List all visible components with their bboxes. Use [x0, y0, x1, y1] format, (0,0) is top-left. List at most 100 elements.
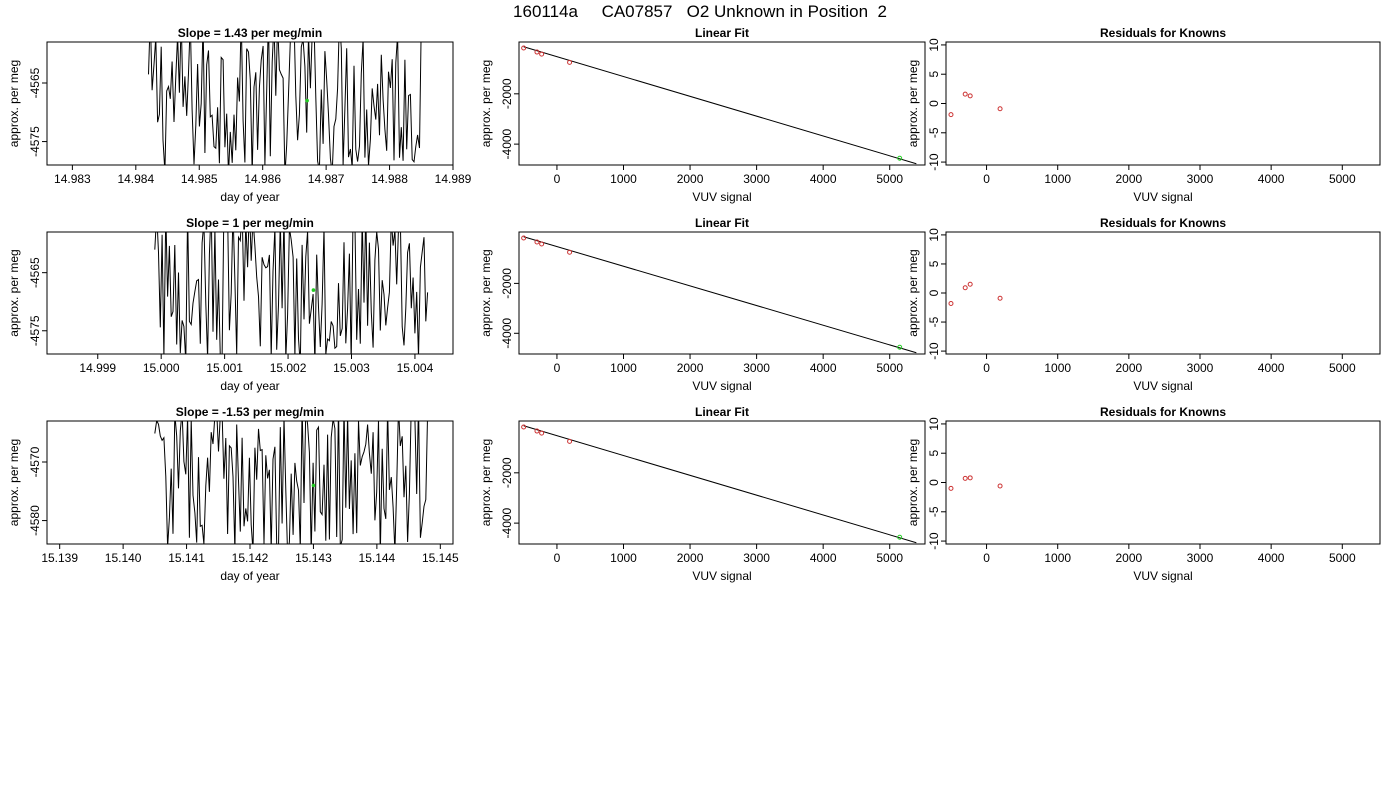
x-tick-label: 15.141	[168, 551, 205, 565]
x-axis-label: day of year	[220, 379, 279, 393]
x-tick-label: 15.003	[333, 361, 370, 375]
unknown-point	[311, 483, 316, 488]
known-point	[539, 241, 545, 247]
y-tick-label: -4565	[28, 257, 42, 288]
plot-area	[154, 232, 429, 354]
plot-area	[154, 421, 428, 544]
y-axis-label: approx. per meg	[906, 439, 920, 526]
x-tick-label: 4000	[1258, 361, 1285, 375]
plot-frame	[518, 420, 926, 545]
x-tick-label: 1000	[1044, 551, 1071, 565]
plot-frame	[945, 420, 1381, 545]
plot-frame	[945, 41, 1381, 166]
x-tick-label: 3000	[1187, 172, 1214, 186]
residual-point	[967, 475, 973, 481]
x-tick-label: 15.001	[206, 361, 243, 375]
x-tick-label: 3000	[743, 551, 770, 565]
residual-point	[948, 300, 954, 306]
plot-frame	[46, 231, 454, 355]
x-tick-label: 14.985	[181, 172, 218, 186]
known-point	[521, 235, 527, 241]
x-axis-label: VUV signal	[692, 569, 751, 583]
x-tick-label: 15.143	[295, 551, 332, 565]
x-tick-label: 5000	[876, 551, 903, 565]
y-tick-label: 10	[927, 38, 941, 52]
plot-area	[521, 424, 917, 544]
y-tick-label: -4570	[28, 446, 42, 477]
x-tick-label: 5000	[876, 172, 903, 186]
plot-area	[148, 42, 422, 165]
x-tick-label: 15.000	[143, 361, 180, 375]
plot-frame	[46, 41, 454, 166]
y-tick-label: -2000	[500, 457, 514, 488]
x-tick-label: 0	[554, 551, 561, 565]
panel-linear-fit-row-1: Linear Fit 0 1000 2000 3000 4000 5000 -2000 -400…	[479, 216, 926, 393]
y-tick-label: 0	[927, 479, 941, 486]
x-axis-label: VUV signal	[692, 379, 751, 393]
x-tick-label: 3000	[743, 172, 770, 186]
x-tick-label: 4000	[810, 361, 837, 375]
plot-area	[521, 235, 917, 354]
x-axis-label: VUV signal	[1133, 569, 1192, 583]
x-tick-label: 2000	[1115, 172, 1142, 186]
x-tick-label: 2000	[1115, 361, 1142, 375]
x-tick-label: 15.145	[422, 551, 459, 565]
time-series-line	[154, 421, 428, 544]
fit-line	[523, 425, 917, 544]
x-tick-label: 14.988	[371, 172, 408, 186]
x-tick-label: 1000	[1044, 172, 1071, 186]
y-tick-label: 0	[927, 289, 941, 296]
x-tick-label: 14.989	[435, 172, 472, 186]
y-tick-label: -4580	[28, 505, 42, 536]
x-tick-label: 1000	[610, 361, 637, 375]
panel-title: Residuals for Knowns	[1100, 216, 1226, 230]
residual-point	[997, 106, 1003, 112]
y-tick-label: -10	[927, 153, 941, 171]
x-tick-label: 15.004	[397, 361, 434, 375]
y-axis-label: approx. per meg	[479, 60, 493, 147]
y-tick-label: -4575	[28, 126, 42, 157]
x-tick-label: 2000	[677, 361, 704, 375]
y-tick-label: -5	[927, 506, 941, 517]
y-axis-label: approx. per meg	[479, 249, 493, 336]
x-tick-label: 14.999	[79, 361, 116, 375]
plot-area	[948, 475, 1003, 491]
x-tick-label: 1000	[610, 551, 637, 565]
residual-point	[967, 281, 973, 287]
x-axis-label: VUV signal	[1133, 379, 1192, 393]
residual-point	[948, 112, 954, 118]
known-point	[567, 249, 573, 255]
y-axis-label: approx. per meg	[7, 249, 21, 336]
x-axis-label: VUV signal	[1133, 190, 1192, 204]
residual-point	[962, 475, 968, 481]
x-axis-label: VUV signal	[692, 190, 751, 204]
x-tick-label: 15.002	[270, 361, 307, 375]
x-tick-label: 0	[983, 172, 990, 186]
y-tick-label: -5	[927, 127, 941, 138]
y-tick-label: 5	[927, 260, 941, 267]
x-tick-label: 5000	[1329, 172, 1356, 186]
panel-title: Residuals for Knowns	[1100, 405, 1226, 419]
y-tick-label: -10	[927, 532, 941, 550]
unknown-point	[311, 288, 316, 292]
y-tick-label: 0	[927, 100, 941, 107]
x-tick-label: 15.140	[105, 551, 142, 565]
y-axis-label: approx. per meg	[906, 60, 920, 147]
x-tick-label: 4000	[810, 172, 837, 186]
y-axis-label: approx. per meg	[479, 439, 493, 526]
panel-title: Slope = -1.53 per meg/min	[176, 405, 324, 419]
unknown-point	[305, 98, 309, 103]
known-point	[534, 239, 540, 245]
panel-time-series-row-0: Slope = 1.43 per meg/min 14.983 14.984 14.9…	[7, 26, 472, 204]
x-tick-label: 0	[554, 172, 561, 186]
unknown-point	[897, 534, 903, 540]
residual-point	[997, 483, 1003, 489]
x-tick-label: 4000	[1258, 551, 1285, 565]
x-axis-label: day of year	[220, 190, 279, 204]
known-point	[534, 428, 540, 434]
known-point	[567, 438, 573, 444]
known-point	[521, 45, 527, 51]
panel-time-series-row-1: Slope = 1 per meg/min 14.999 15.000 15.001 1…	[7, 216, 454, 393]
y-tick-label: -4565	[28, 67, 42, 98]
x-tick-label: 3000	[1187, 551, 1214, 565]
